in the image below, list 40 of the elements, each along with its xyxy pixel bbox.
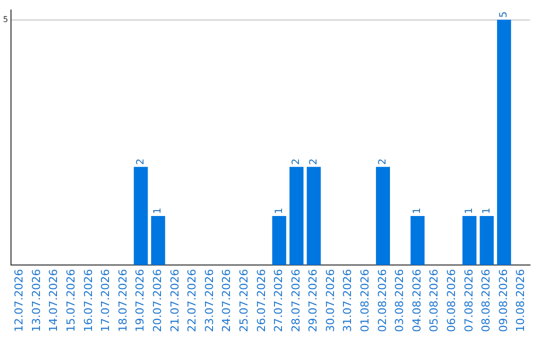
x-tick-label: 29.07.2026 [306,269,320,332]
x-tick-label: 20.07.2026 [150,269,164,332]
x-tick-label: 21.07.2026 [168,269,182,332]
x-tick-label: 17.07.2026 [99,269,112,332]
x-tick-label: 18.07.2026 [116,269,130,332]
x-tick-label: 08.08.2026 [480,269,493,332]
data-label: 1 [274,208,285,214]
data-label: 1 [464,208,476,214]
x-tick-label: 14.07.2026 [47,269,60,332]
x-tick-label: 16.07.2026 [82,269,95,332]
x-tick-label: 06.08.2026 [445,269,458,332]
x-tick-label: 27.07.2026 [272,269,286,332]
data-label: 1 [481,208,492,214]
data-label: 2 [378,158,389,165]
x-tick-label: 30.07.2026 [324,269,337,332]
x-tick-label: 15.07.2026 [64,269,78,332]
x-tick-label: 23.07.2026 [202,269,216,332]
x-tick-label: 03.08.2026 [393,269,406,332]
x-tick-label: 26.07.2026 [254,269,268,332]
x-tick-label: 24.07.2026 [220,269,234,332]
x-tick-label: 25.07.2026 [237,269,250,332]
x-tick-label: 19.07.2026 [134,269,147,332]
x-tick-label: 28.07.2026 [289,269,302,332]
data-label: 2 [308,158,320,165]
x-tick-label: 22.07.2026 [186,269,199,332]
x-tick-label: 07.08.2026 [462,269,476,332]
x-tick-label: 31.07.2026 [341,269,354,332]
data-label: 5 [498,11,510,18]
data-label: 1 [412,208,424,214]
data-label: 1 [152,208,164,214]
x-tick-label: 04.08.2026 [410,269,424,332]
x-tick-label: 09.08.2026 [496,269,510,332]
data-label: 2 [291,158,302,165]
x-tick-label: 12.07.2026 [12,269,26,332]
x-tick-label: 02.08.2026 [376,269,389,332]
x-tick-label: 10.08.2026 [514,269,528,332]
x-tick-label: 05.08.2026 [428,269,441,332]
x-tick-label: 13.07.2026 [30,269,43,332]
data-label: 2 [135,158,146,165]
x-tick-label: 01.08.2026 [358,269,372,332]
